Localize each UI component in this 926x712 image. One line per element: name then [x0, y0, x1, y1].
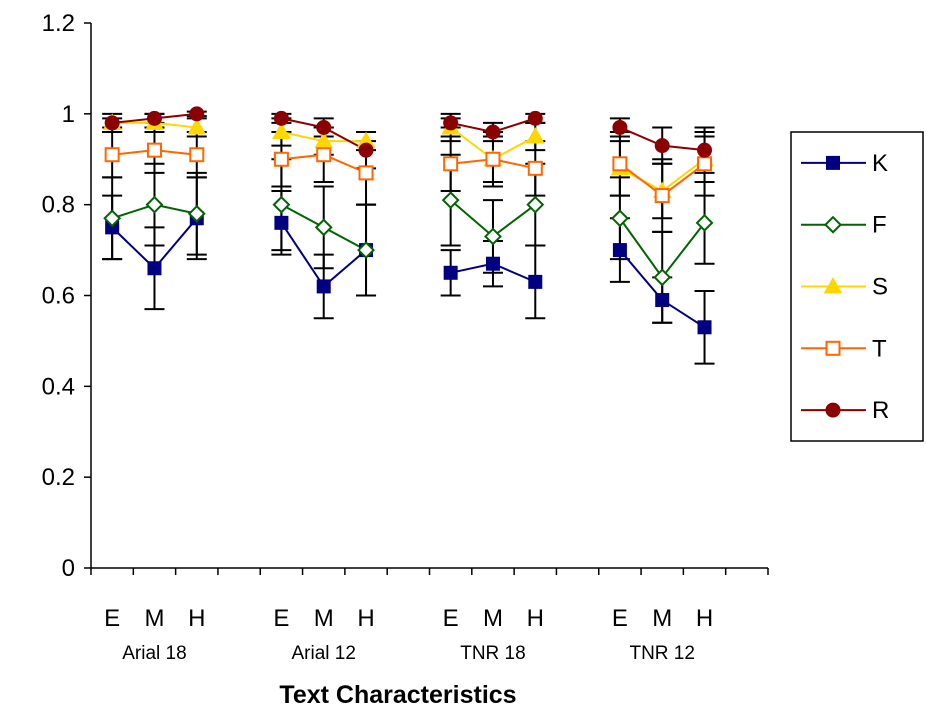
series-r-point	[612, 119, 628, 135]
legend: K F S T R	[790, 131, 924, 442]
legend-swatch-marker	[824, 215, 842, 234]
series-r-point	[485, 124, 501, 140]
legend-entry: S	[801, 274, 888, 301]
series-r-point	[697, 142, 713, 158]
legend-label: F	[872, 212, 887, 239]
series-s-point	[525, 127, 545, 144]
y-tick-label: 0.8	[42, 192, 75, 219]
series-f-point	[653, 268, 672, 287]
series-f-point	[441, 191, 460, 210]
legend-label: R	[872, 397, 889, 424]
legend-label: T	[872, 335, 887, 362]
y-tick-label: 1.2	[42, 10, 75, 37]
series-r-point	[189, 106, 205, 122]
series-s-point	[187, 117, 207, 135]
series-r-point	[146, 110, 162, 126]
x-category-label: M	[652, 605, 672, 632]
series-r-point	[273, 110, 289, 126]
series-t-point	[485, 151, 501, 167]
legend-swatch-marker	[823, 276, 843, 294]
x-category-label: E	[612, 605, 628, 632]
series-s-point	[272, 122, 291, 139]
y-tick-label: 1	[62, 101, 75, 128]
markers	[102, 106, 714, 335]
series-f-point	[357, 241, 375, 259]
series-r-point	[104, 115, 120, 131]
x-axis-title: Text Characteristics	[279, 681, 516, 709]
x-category-label: H	[357, 605, 374, 632]
x-category-label: M	[483, 605, 503, 632]
y-tick-label: 0.6	[42, 283, 75, 310]
series-f-point	[145, 195, 164, 214]
y-tick-label: 0	[62, 555, 75, 582]
x-category-label: H	[188, 605, 205, 632]
series-f-point	[484, 227, 502, 246]
series-t-point	[189, 147, 205, 163]
series-r-point	[358, 142, 374, 158]
x-category-label: H	[527, 605, 544, 632]
legend-label: K	[872, 150, 888, 177]
legend-swatch-marker	[825, 402, 841, 418]
x-category-label: M	[144, 605, 164, 632]
series-t-point	[654, 188, 670, 204]
series-k-point	[528, 274, 543, 289]
series-f-point	[272, 195, 291, 214]
series-t-point	[443, 156, 459, 172]
series-k-point	[147, 261, 162, 276]
legend-entry: K	[801, 150, 888, 177]
legend-entry: R	[801, 397, 889, 424]
x-category-label: E	[273, 605, 289, 632]
series-t-point	[273, 151, 289, 167]
legend-entry: T	[801, 335, 887, 362]
series-k-point	[316, 279, 331, 294]
series-f-point	[103, 209, 122, 228]
series-f-point	[187, 204, 206, 223]
series-f-point	[526, 195, 545, 214]
series-t-point	[316, 147, 332, 163]
series-t-point	[697, 156, 713, 172]
series-t-point	[358, 165, 374, 181]
legend-swatch-marker	[825, 340, 841, 356]
series-k-point	[697, 320, 712, 335]
series-r-point	[654, 138, 670, 154]
series-t-point	[146, 142, 162, 158]
legend-swatch-marker	[826, 155, 840, 170]
legend-entry: F	[801, 212, 887, 239]
series-k-point	[655, 293, 670, 308]
series-r-point	[443, 115, 459, 131]
series-r-point	[527, 110, 543, 126]
series-t-point	[527, 160, 543, 176]
series-f-point	[610, 209, 629, 228]
series-k-point	[612, 243, 627, 258]
x-group-label: Arial 12	[292, 643, 356, 664]
x-category-label: M	[314, 605, 334, 632]
x-category-label: E	[443, 605, 459, 632]
series-f-point	[314, 218, 333, 237]
series-k-point	[443, 265, 458, 280]
x-group-label: TNR 12	[629, 643, 694, 664]
y-tick-label: 0.4	[42, 373, 75, 400]
series-t-point	[612, 156, 628, 172]
series-r-point	[316, 119, 332, 135]
legend-label: S	[872, 274, 888, 301]
x-group-label: TNR 18	[460, 643, 525, 664]
y-tick-label: 0.2	[42, 464, 75, 491]
x-category-label: H	[696, 605, 713, 632]
y-axis: 0 0.2 0.4 0.6 0.8 1 1.2	[42, 10, 92, 582]
x-category-label: E	[104, 605, 120, 632]
series-f-point	[695, 213, 714, 232]
series-t-point	[104, 147, 120, 163]
series-k-point	[485, 256, 500, 271]
series-k-point	[274, 215, 289, 230]
x-group-label: Arial 18	[122, 643, 186, 664]
